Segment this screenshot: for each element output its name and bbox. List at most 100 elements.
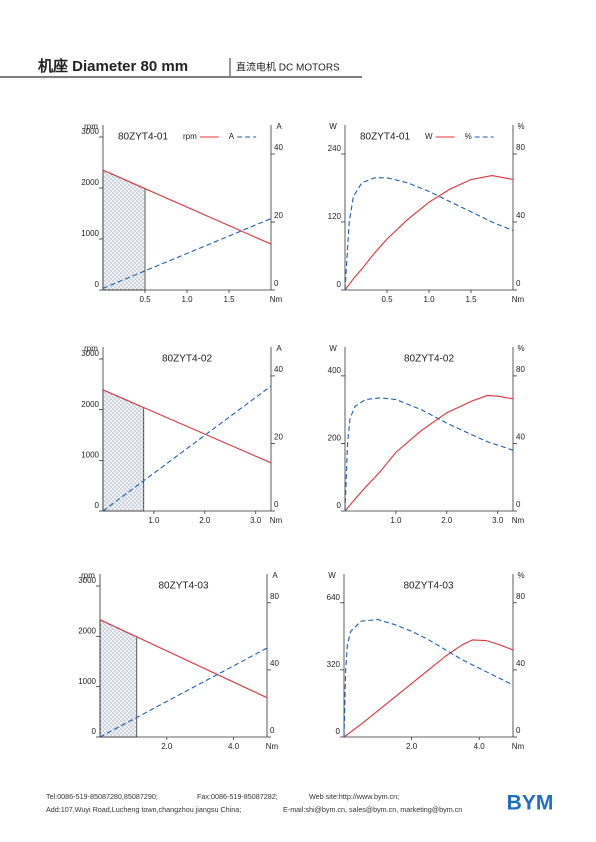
series-line <box>99 619 268 699</box>
series-line <box>344 397 514 512</box>
y2-tick-label: 20 <box>274 433 283 442</box>
y-tick-label: 240 <box>328 144 342 153</box>
rated-zone <box>102 169 146 291</box>
y-tick-label: 2000 <box>78 626 96 635</box>
footer-address: Add:107,Wuyi Road,Lucheng town,changzhou… <box>46 805 241 814</box>
series-line <box>344 174 514 291</box>
footer-email: E-mail:shi@bym.cn, sales@bym.cn, marketi… <box>283 805 462 814</box>
legend-label: A <box>229 132 235 141</box>
series-line <box>343 639 514 738</box>
x-axis-label: Nm <box>512 742 525 751</box>
footer-fax: Fax:0086-519-85087282; <box>197 792 278 801</box>
y-axis-label: W <box>329 122 337 131</box>
y-tick-label: 0 <box>336 727 341 736</box>
y-tick-label: 0 <box>92 727 97 736</box>
y-tick-label: 3000 <box>81 349 99 358</box>
series-line <box>344 394 514 512</box>
y2-tick-label: 0 <box>516 500 521 509</box>
x-tick-label: 1.0 <box>390 516 402 525</box>
x-axis-label: Nm <box>512 295 525 304</box>
y-tick-label: 3000 <box>78 576 96 585</box>
x-tick-label: 1.0 <box>181 295 193 304</box>
y2-axis-label: % <box>517 571 524 580</box>
y-tick-label: 2000 <box>81 178 99 187</box>
y-tick-label: 200 <box>328 434 342 443</box>
y-tick-label: 120 <box>328 212 342 221</box>
x-tick-label: 2.0 <box>406 742 418 751</box>
y-tick-label: 1000 <box>78 677 96 686</box>
y2-axis-label: A <box>276 344 282 353</box>
x-tick-label: 0.5 <box>381 295 393 304</box>
series-line <box>102 385 272 512</box>
y-tick-label: 640 <box>327 593 341 602</box>
page-subtitle: 直流电机 DC MOTORS <box>236 61 340 74</box>
x-tick-label: 2.0 <box>199 516 211 525</box>
y2-tick-label: 40 <box>274 143 283 152</box>
y2-tick-label: 80 <box>516 365 525 374</box>
y-axis-label: rpm <box>81 571 95 580</box>
y-tick-label: 2000 <box>81 400 99 409</box>
y2-tick-label: 40 <box>516 211 525 220</box>
y2-tick-label: 0 <box>274 279 279 288</box>
x-tick-label: 3.0 <box>492 516 504 525</box>
y-axis-label: rpm <box>84 122 98 131</box>
y2-tick-label: 20 <box>274 211 283 220</box>
x-axis-label: Nm <box>266 742 279 751</box>
y2-tick-label: 40 <box>274 365 283 374</box>
x-tick-label: 4.0 <box>228 742 240 751</box>
y-tick-label: 0 <box>95 501 100 510</box>
x-tick-label: 1.0 <box>423 295 435 304</box>
y-axis-label: rpm <box>84 344 98 353</box>
y2-axis-label: % <box>517 344 524 353</box>
chart-title: 80ZYT4-03 <box>403 581 453 592</box>
chart-title: 80ZYT4-02 <box>404 354 454 365</box>
y-axis-label: W <box>329 344 337 353</box>
chart-title: 80ZYT4-01 <box>360 132 410 143</box>
y-axis-label: W <box>328 571 336 580</box>
x-tick-label: 2.0 <box>161 742 173 751</box>
y2-axis-label: A <box>276 122 282 131</box>
x-tick-label: 3.0 <box>250 516 262 525</box>
y-tick-label: 3000 <box>81 127 99 136</box>
x-axis-label: Nm <box>270 295 283 304</box>
y-tick-label: 1000 <box>81 450 99 459</box>
series-line <box>102 389 272 464</box>
chart-title: 80ZYT4-01 <box>118 132 168 143</box>
chart-title: 80ZYT4-03 <box>158 581 208 592</box>
y2-axis-label: A <box>272 571 278 580</box>
y2-tick-label: 40 <box>516 433 525 442</box>
y-tick-label: 320 <box>327 660 341 669</box>
page-title: 机座 Diameter 80 mm <box>38 57 188 75</box>
y2-tick-label: 80 <box>516 592 525 601</box>
legend-label: W <box>425 132 433 141</box>
y2-tick-label: 0 <box>516 279 521 288</box>
y2-tick-label: 40 <box>516 659 525 668</box>
chart-title: 80ZYT4-02 <box>162 354 212 365</box>
y-tick-label: 400 <box>328 366 342 375</box>
y2-tick-label: 40 <box>270 659 279 668</box>
y2-tick-label: 0 <box>516 726 521 735</box>
series-line <box>343 618 514 738</box>
rated-zone <box>102 389 145 512</box>
legend-label: % <box>465 132 472 141</box>
series-line <box>344 177 514 291</box>
x-tick-label: 2.0 <box>441 516 453 525</box>
y-tick-label: 1000 <box>81 229 99 238</box>
y-tick-label: 0 <box>337 280 342 289</box>
x-tick-label: 1.5 <box>465 295 477 304</box>
y-tick-label: 0 <box>95 280 100 289</box>
y2-tick-label: 80 <box>270 592 279 601</box>
logo: BYM <box>507 792 554 815</box>
y2-tick-label: 0 <box>270 726 275 735</box>
y2-tick-label: 0 <box>274 500 279 509</box>
y-tick-label: 0 <box>337 501 342 510</box>
series-line <box>102 218 272 289</box>
y2-tick-label: 80 <box>516 143 525 152</box>
y2-axis-label: % <box>517 122 524 131</box>
x-tick-label: 0.5 <box>139 295 151 304</box>
footer-web: Web site:http://www.bym.cn; <box>309 792 399 801</box>
rated-zone <box>99 619 138 738</box>
